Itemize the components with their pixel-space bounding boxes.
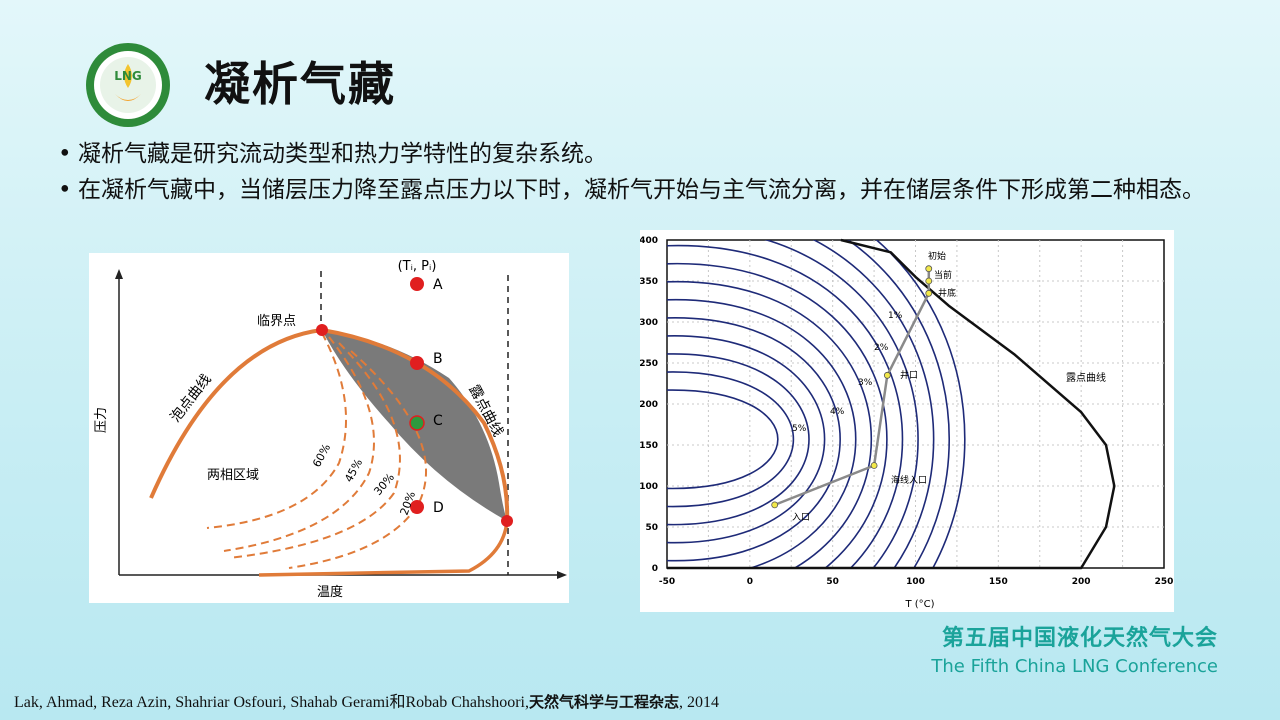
path-marker — [925, 289, 933, 297]
label-inlet: 入口 — [792, 512, 810, 523]
y-tick-label: 50 — [645, 523, 658, 533]
point-b-label: B — [433, 351, 443, 367]
y-tick-labels: 0 50 100 150 200 250 300 350 400 — [639, 236, 658, 574]
label-pipeline-inlet: 海线入口 — [891, 474, 927, 486]
path-marker — [925, 265, 933, 273]
y-tick-label: 350 — [640, 277, 658, 287]
production-path — [771, 265, 933, 509]
x-tick-label: 50 — [826, 577, 839, 587]
percent-1: 1% — [888, 311, 903, 321]
label-bottomhole: 井底 — [938, 287, 956, 299]
quality-label-60: 60% — [310, 442, 333, 470]
logo-text: LNG — [114, 69, 142, 83]
y-tick-label: 250 — [640, 359, 658, 369]
bullet-text: 凝析气藏是研究流动类型和热力学特性的复杂系统。 — [78, 141, 607, 167]
x-tick-label: 100 — [906, 577, 925, 587]
label-wellhead: 井口 — [900, 369, 918, 381]
citation-year: , 2014 — [679, 694, 720, 711]
pt-chart: -50 0 50 100 150 200 250 0 50 100 150 200 250 300 350… — [639, 230, 1174, 612]
path-marker — [870, 462, 878, 469]
contour-line — [667, 389, 779, 490]
y-tick-label: 150 — [640, 441, 658, 451]
percent-4: 4% — [830, 407, 845, 417]
initial-label: (Tᵢ, Pᵢ) — [398, 259, 437, 274]
point-c-marker — [409, 415, 425, 431]
citation-authors: Lak, Ahmad, Reza Azin, Shahriar Osfouri,… — [14, 694, 529, 711]
contour-line — [875, 240, 966, 568]
path-marker — [883, 371, 891, 379]
lng-conference-logo: LNG — [86, 43, 170, 127]
two-phase-label: 两相区域 — [207, 468, 259, 483]
point-d-marker — [410, 500, 424, 514]
y-tick-label: 100 — [640, 482, 658, 492]
path-marker — [925, 277, 933, 285]
bullet-list: • 凝析气藏是研究流动类型和热力学特性的复杂系统。 • 在凝析气藏中，当储层压力… — [58, 138, 1248, 210]
point-a-marker — [410, 277, 424, 291]
bullet-text: 在凝析气藏中，当储层压力降至露点压力以下时，凝析气开始与主气流分离，并在储层条件… — [78, 177, 1205, 203]
contour-line — [667, 299, 857, 568]
point-b-marker — [410, 356, 424, 370]
y-tick-label: 200 — [640, 400, 658, 410]
y-tick-label: 300 — [640, 318, 658, 328]
label-initial: 初始 — [928, 250, 946, 262]
percent-5: 5% — [792, 424, 807, 434]
y-axis-label: 压力 — [94, 407, 109, 433]
page-title: 凝析气藏 — [204, 57, 396, 111]
contour-line — [667, 317, 841, 562]
contour-line — [811, 240, 935, 568]
contour-line — [667, 244, 904, 568]
dew-envelope — [667, 238, 1116, 570]
critical-point-label: 临界点 — [257, 314, 296, 329]
contour-line — [667, 353, 810, 526]
bullet-item: • 在凝析气藏中，当储层压力降至露点压力以下时，凝析气开始与主气流分离，并在储层… — [58, 174, 1248, 206]
point-a-label: A — [433, 277, 443, 293]
x-tick-label: -50 — [659, 577, 675, 587]
contour-line — [667, 335, 826, 544]
citation-journal: 天然气科学与工程杂志 — [529, 693, 680, 711]
x-tick-label: 200 — [1072, 577, 1091, 587]
citation: Lak, Ahmad, Reza Azin, Shahriar Osfouri,… — [14, 688, 719, 712]
y-tick-label: 400 — [640, 236, 658, 246]
x-tick-label: 150 — [989, 577, 1008, 587]
quality-label-45: 45% — [342, 457, 365, 485]
label-current: 当前 — [934, 269, 952, 281]
contour-line — [763, 240, 919, 568]
conference-branding: 第五届中国液化天然气大会 The Fifth China LNG Confere… — [931, 620, 1218, 677]
contour-line — [667, 280, 873, 568]
percent-2: 2% — [874, 343, 889, 353]
x-axis-title: T (°C) — [904, 599, 934, 610]
x-tick-label: 250 — [1155, 577, 1174, 587]
phase-diagram: (Tᵢ, Pᵢ) A B C D 临界点 泡点曲线 露点曲线 两相区域 压力 温… — [89, 253, 569, 603]
contour-line — [846, 240, 951, 568]
path-marker — [771, 501, 779, 509]
bullet-item: • 凝析气藏是研究流动类型和热力学特性的复杂系统。 — [58, 138, 1248, 170]
contour-line — [667, 371, 795, 508]
contour-lines — [667, 240, 966, 568]
dew-curve-label: 露点曲线 — [1066, 371, 1106, 384]
conference-name-en: The Fifth China LNG Conference — [931, 656, 1218, 677]
x-axis-label: 温度 — [317, 584, 343, 600]
point-c-label: C — [433, 413, 443, 429]
y-tick-label: 0 — [652, 564, 658, 574]
percent-3: 3% — [858, 378, 873, 388]
dew-curve-line — [667, 238, 1116, 570]
contour-line — [667, 262, 888, 568]
point-d-label: D — [433, 500, 444, 516]
x-tick-label: 0 — [747, 577, 753, 587]
conference-name-cn: 第五届中国液化天然气大会 — [941, 625, 1218, 651]
x-tick-labels: -50 0 50 100 150 200 250 — [659, 577, 1174, 587]
